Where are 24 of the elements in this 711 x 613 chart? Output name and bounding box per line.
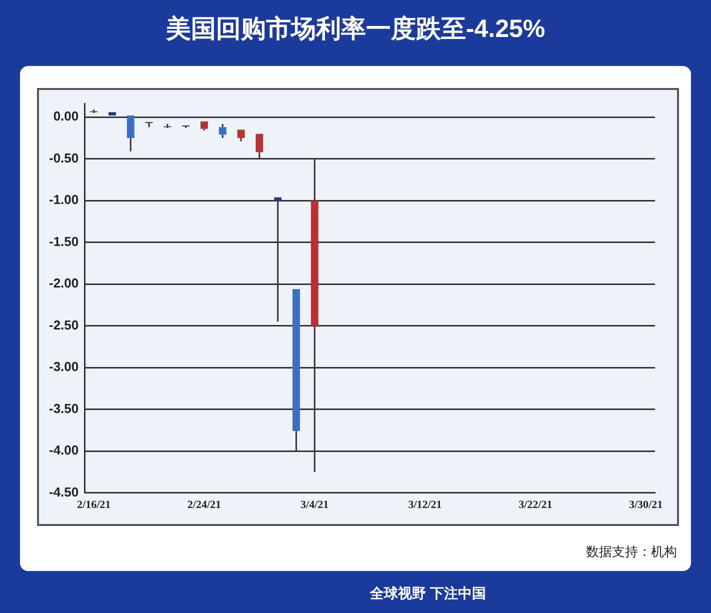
x-tick-label: 2/16/21	[77, 499, 111, 512]
y-tick-label: -1.00	[48, 192, 79, 208]
x-tick-label: 2/24/21	[187, 499, 222, 512]
candlestick	[237, 130, 245, 142]
x-tick-label: 3/22/21	[518, 499, 552, 512]
y-tick-label: -0.50	[48, 150, 79, 166]
candlestick	[200, 121, 208, 132]
text: 全球视野 下注中国	[370, 585, 486, 603]
y-tick-label: -4.50	[48, 484, 79, 500]
x-tick-label: 3/12/21	[408, 499, 442, 512]
y-tick-label: -2.00	[48, 276, 79, 291]
y-tick-label: -1.50	[48, 234, 79, 249]
y-tick-label: -3.50	[48, 400, 79, 416]
candlestick	[218, 123, 226, 139]
chart-title: 美国回购市场利率一度跌至-4.25%	[164, 14, 546, 45]
y-tick-label: 0.00	[53, 108, 79, 124]
y-tick-label: -2.50	[48, 317, 79, 332]
candlestick	[182, 126, 190, 129]
y-tick-label: -4.00	[48, 442, 79, 458]
x-tick-label: 3/4/21	[300, 499, 329, 512]
text: 数据支持：机构	[586, 543, 677, 561]
y-tick-label: -3.00	[48, 359, 79, 374]
x-tick-label: 3/30/21	[628, 499, 663, 512]
candlestick	[145, 122, 153, 128]
